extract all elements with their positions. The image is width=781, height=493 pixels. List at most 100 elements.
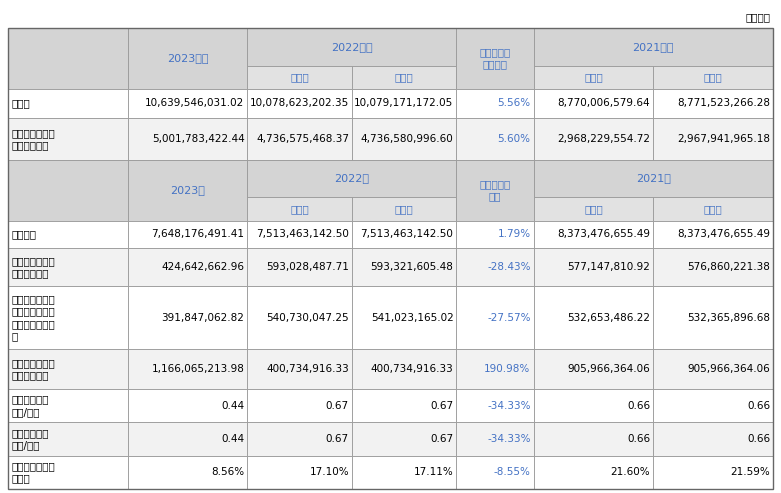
Text: 7,513,463,142.50: 7,513,463,142.50 — [256, 229, 349, 239]
Text: 调整前: 调整前 — [584, 72, 603, 82]
Text: 归属于上市公司
股东的净利润: 归属于上市公司 股东的净利润 — [11, 256, 55, 279]
Bar — [8, 286, 128, 349]
Bar — [8, 89, 128, 118]
Text: 905,966,364.06: 905,966,364.06 — [687, 364, 770, 374]
Text: 17.10%: 17.10% — [309, 467, 349, 477]
Bar — [352, 118, 456, 160]
Text: 8,771,523,266.28: 8,771,523,266.28 — [677, 99, 770, 108]
Text: 2022年末: 2022年末 — [331, 42, 373, 52]
Text: 调整后: 调整后 — [395, 204, 414, 214]
Text: 经营活动产生的
现金流量净额: 经营活动产生的 现金流量净额 — [11, 358, 55, 380]
Bar — [248, 349, 352, 389]
Bar — [352, 66, 456, 89]
Bar — [248, 28, 456, 66]
Bar — [456, 349, 533, 389]
Bar — [352, 423, 456, 456]
Text: 540,730,047.25: 540,730,047.25 — [266, 313, 349, 323]
Text: 0.66: 0.66 — [627, 401, 651, 411]
Text: 190.98%: 190.98% — [484, 364, 530, 374]
Text: 归属于上市公司
股东的净资产: 归属于上市公司 股东的净资产 — [11, 128, 55, 150]
Text: 1.79%: 1.79% — [497, 229, 530, 239]
Bar — [653, 349, 773, 389]
Bar — [653, 456, 773, 489]
Text: 调整前: 调整前 — [291, 72, 309, 82]
Bar — [456, 28, 533, 89]
Bar — [128, 248, 248, 286]
Bar — [248, 456, 352, 489]
Text: 2023年: 2023年 — [170, 185, 205, 195]
Text: 单位：元: 单位：元 — [746, 12, 771, 22]
Text: 0.66: 0.66 — [747, 401, 770, 411]
Bar — [533, 66, 653, 89]
Bar — [352, 389, 456, 423]
Text: 调整后: 调整后 — [395, 72, 414, 82]
Bar — [533, 160, 773, 197]
Text: 总资产: 总资产 — [11, 99, 30, 108]
Bar — [8, 389, 128, 423]
Bar — [653, 248, 773, 286]
Bar — [352, 197, 456, 220]
Text: 0.67: 0.67 — [430, 434, 454, 444]
Bar — [456, 220, 533, 248]
Text: 532,365,896.68: 532,365,896.68 — [687, 313, 770, 323]
Bar — [533, 220, 653, 248]
Bar — [456, 456, 533, 489]
Text: 0.44: 0.44 — [221, 401, 244, 411]
Text: 576,860,221.38: 576,860,221.38 — [687, 262, 770, 272]
Bar — [653, 66, 773, 89]
Text: 本年末比上
年末增减: 本年末比上 年末增减 — [480, 47, 511, 70]
Text: 593,321,605.48: 593,321,605.48 — [370, 262, 454, 272]
Bar — [128, 456, 248, 489]
Bar — [248, 89, 352, 118]
Text: 10,079,171,172.05: 10,079,171,172.05 — [355, 99, 454, 108]
Bar — [352, 349, 456, 389]
Text: 本年比上年
增减: 本年比上年 增减 — [480, 179, 511, 201]
Bar — [8, 456, 128, 489]
Bar — [533, 423, 653, 456]
Text: 541,023,165.02: 541,023,165.02 — [371, 313, 454, 323]
Text: 10,078,623,202.35: 10,078,623,202.35 — [250, 99, 349, 108]
Text: 4,736,580,996.60: 4,736,580,996.60 — [361, 134, 454, 144]
Bar — [128, 28, 248, 89]
Bar — [352, 220, 456, 248]
Text: -27.57%: -27.57% — [487, 313, 530, 323]
Text: 577,147,810.92: 577,147,810.92 — [568, 262, 651, 272]
Text: 2021年: 2021年 — [636, 174, 671, 183]
Bar — [248, 118, 352, 160]
Bar — [533, 456, 653, 489]
Bar — [456, 160, 533, 220]
Text: 5.56%: 5.56% — [497, 99, 530, 108]
Text: 10,639,546,031.02: 10,639,546,031.02 — [145, 99, 244, 108]
Bar — [128, 286, 248, 349]
Text: 532,653,486.22: 532,653,486.22 — [567, 313, 651, 323]
Bar — [653, 89, 773, 118]
Bar — [533, 286, 653, 349]
Bar — [128, 118, 248, 160]
Text: 0.44: 0.44 — [221, 434, 244, 444]
Text: 400,734,916.33: 400,734,916.33 — [266, 364, 349, 374]
Text: 2021年末: 2021年末 — [633, 42, 674, 52]
Text: 5,001,783,422.44: 5,001,783,422.44 — [152, 134, 244, 144]
Text: 2,967,941,965.18: 2,967,941,965.18 — [677, 134, 770, 144]
Text: -34.33%: -34.33% — [487, 401, 530, 411]
Bar — [128, 349, 248, 389]
Bar — [128, 220, 248, 248]
Bar — [8, 423, 128, 456]
Bar — [8, 220, 128, 248]
Bar — [653, 286, 773, 349]
Text: 2023年末: 2023年末 — [167, 53, 209, 64]
Text: 4,736,575,468.37: 4,736,575,468.37 — [256, 134, 349, 144]
Text: 0.66: 0.66 — [747, 434, 770, 444]
Bar — [456, 248, 533, 286]
Bar — [456, 89, 533, 118]
Bar — [533, 118, 653, 160]
Bar — [352, 286, 456, 349]
Text: 营业收入: 营业收入 — [11, 229, 36, 239]
Bar — [352, 248, 456, 286]
Text: 21.60%: 21.60% — [611, 467, 651, 477]
Bar — [248, 286, 352, 349]
Text: 424,642,662.96: 424,642,662.96 — [162, 262, 244, 272]
Text: 593,028,487.71: 593,028,487.71 — [266, 262, 349, 272]
Text: 加权平均净资产
收益率: 加权平均净资产 收益率 — [11, 461, 55, 484]
Bar — [352, 456, 456, 489]
